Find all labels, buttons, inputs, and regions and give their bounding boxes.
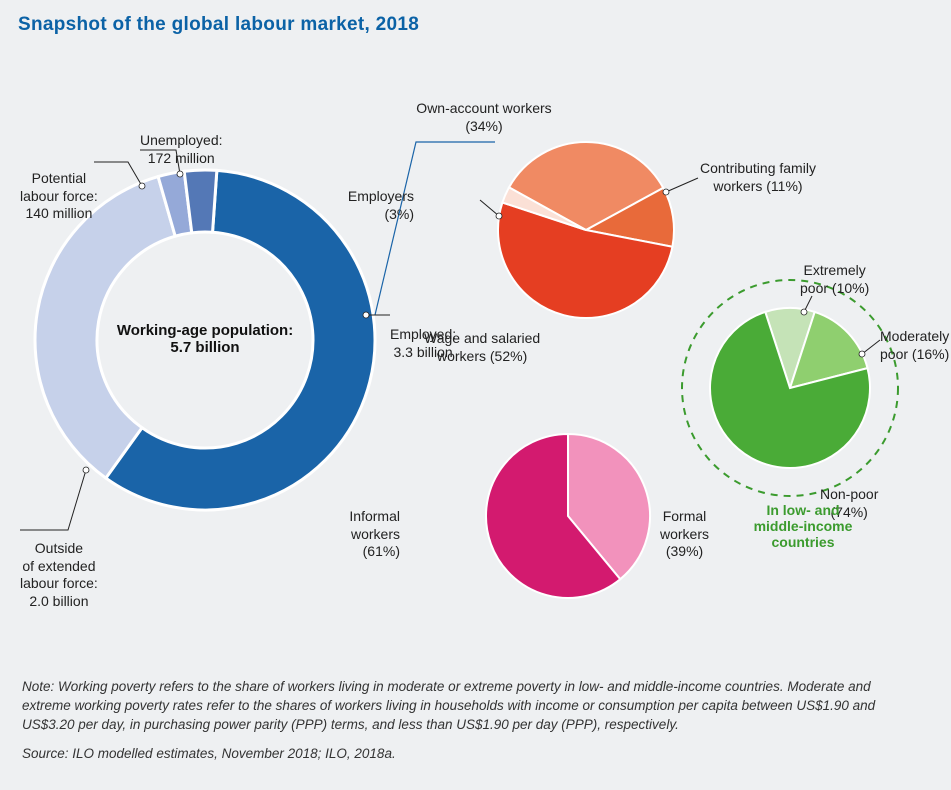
leader-outside: [20, 470, 86, 530]
label-formal-formal: Formalworkers(39%): [660, 508, 709, 561]
label-poverty-moderate: Moderatelypoor (16%): [880, 328, 949, 363]
leader-employers: [480, 200, 499, 216]
label-donut-potential: Potentiallabour force:140 million: [20, 170, 98, 223]
chart-stage: Working-age population:5.7 billion Emplo…: [0, 40, 951, 680]
leader-potential: [94, 162, 142, 186]
label-status-contrib_family: Contributing familyworkers (11%): [700, 160, 816, 195]
label-formal-informal: Informalworkers(61%): [349, 508, 400, 561]
leader-dot-contrib_family: [663, 189, 669, 195]
label-poverty-extreme: Extremelypoor (10%): [800, 262, 869, 297]
label-status-own_account: Own-account workers(34%): [416, 100, 551, 135]
connector-line: [375, 142, 495, 315]
poverty-caption: In low- andmiddle-incomecountries: [728, 502, 878, 550]
leader-moderate: [862, 340, 880, 354]
leader-dot-extreme: [801, 309, 807, 315]
label-status-wage: Wage and salariedworkers (52%): [424, 330, 540, 365]
leader-dot-employers: [496, 213, 502, 219]
leader-dot-outside: [83, 467, 89, 473]
leader-dot-potential: [139, 183, 145, 189]
label-status-employers: Employers(3%): [348, 188, 414, 223]
label-donut-unemployed: Unemployed:172 million: [140, 132, 223, 167]
page-title: Snapshot of the global labour market, 20…: [0, 0, 951, 36]
leader-dot-employed: [363, 312, 369, 318]
leader-dot-moderate: [859, 351, 865, 357]
leader-dot-unemployed: [177, 171, 183, 177]
footer: Note: Working poverty refers to the shar…: [22, 678, 922, 764]
label-donut-outside: Outsideof extendedlabour force:2.0 billi…: [20, 540, 98, 610]
leader-contrib_family: [666, 178, 698, 192]
footer-note: Note: Working poverty refers to the shar…: [22, 678, 922, 735]
footer-source: Source: ILO modelled estimates, November…: [22, 745, 922, 764]
donut-center-label: Working-age population:5.7 billion: [110, 322, 300, 356]
